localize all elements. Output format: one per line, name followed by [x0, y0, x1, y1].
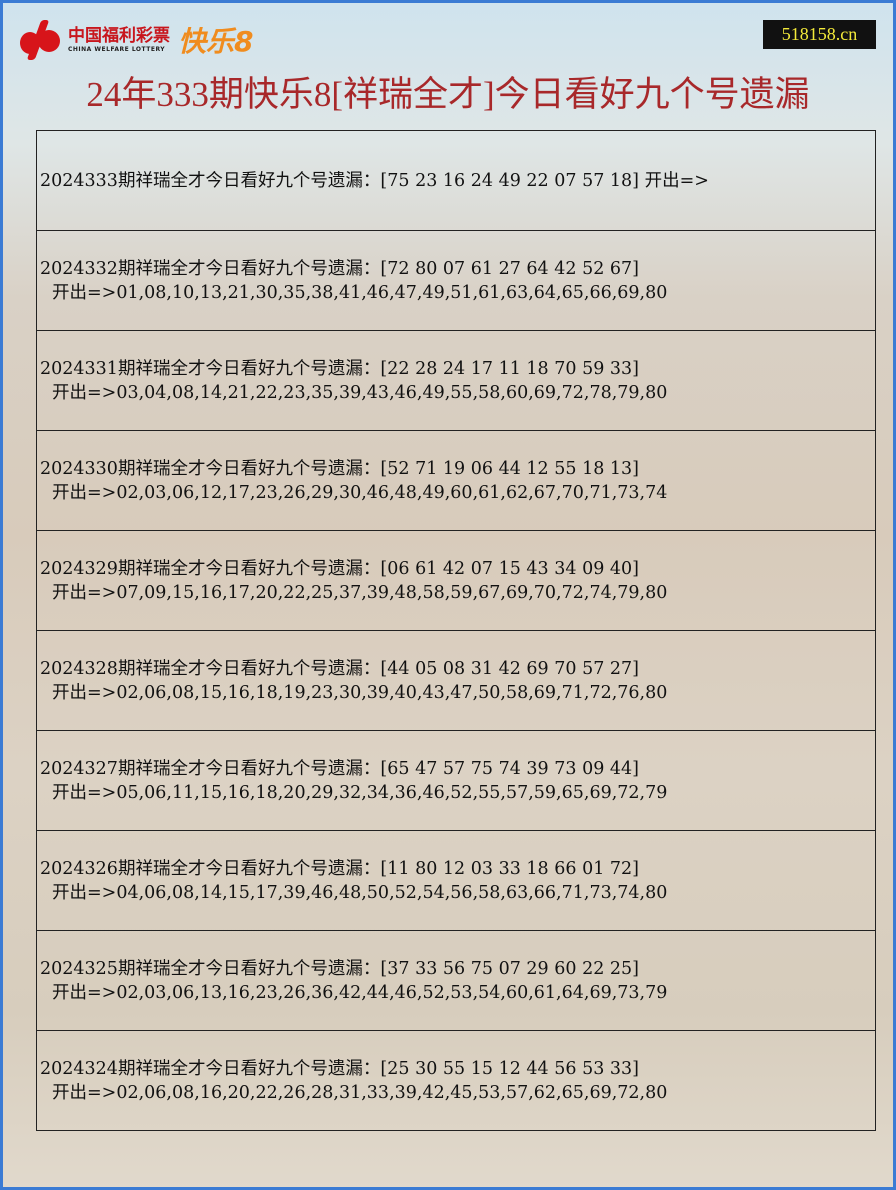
row-result: 开出=>03,04,08,14,21,22,23,35,39,43,46,49,…: [52, 382, 668, 403]
row-result: 开出=>02,06,08,15,16,18,19,23,30,39,40,43,…: [52, 682, 668, 703]
table-row: 2024329期祥瑞全才今日看好九个号遗漏：[06 61 42 07 15 43…: [37, 531, 875, 631]
row-prediction: 2024325期祥瑞全才今日看好九个号遗漏：[37 33 56 75 07 29…: [40, 958, 640, 979]
row-result: 开出=>05,06,11,15,16,18,20,29,32,34,36,46,…: [52, 782, 668, 803]
row-prediction: 2024324期祥瑞全才今日看好九个号遗漏：[25 30 55 15 12 44…: [40, 1058, 640, 1079]
row-result: 开出=>07,09,15,16,17,20,22,25,37,39,48,58,…: [52, 582, 668, 603]
row-prediction: 2024331期祥瑞全才今日看好九个号遗漏：[22 28 24 17 11 18…: [40, 358, 640, 379]
table-row: 2024328期祥瑞全才今日看好九个号遗漏：[44 05 08 31 42 69…: [37, 631, 875, 731]
row-result: 开出=>04,06,08,14,15,17,39,46,48,50,52,54,…: [52, 882, 668, 903]
row-prediction: 2024327期祥瑞全才今日看好九个号遗漏：[65 47 57 75 74 39…: [40, 758, 640, 779]
table-row: 2024333期祥瑞全才今日看好九个号遗漏：[75 23 16 24 49 22…: [37, 131, 875, 231]
table-row: 2024327期祥瑞全才今日看好九个号遗漏：[65 47 57 75 74 39…: [37, 731, 875, 831]
table-row: 2024330期祥瑞全才今日看好九个号遗漏：[52 71 19 06 44 12…: [37, 431, 875, 531]
china-welfare-lottery-logo: 中国福利彩票 CHINA WELFARE LOTTERY 快乐8: [18, 20, 253, 60]
table-row: 2024324期祥瑞全才今日看好九个号遗漏：[25 30 55 15 12 44…: [37, 1031, 875, 1130]
table-row: 2024325期祥瑞全才今日看好九个号遗漏：[37 33 56 75 07 29…: [37, 931, 875, 1031]
logo-game-text: 快乐8: [178, 25, 254, 58]
logo-cn-text: 中国福利彩票: [68, 25, 170, 46]
row-prediction: 2024329期祥瑞全才今日看好九个号遗漏：[06 61 42 07 15 43…: [40, 558, 640, 579]
row-result: 开出=>02,03,06,13,16,23,26,36,42,44,46,52,…: [52, 982, 668, 1003]
site-badge[interactable]: 518158.cn: [763, 20, 876, 49]
table-row: 2024326期祥瑞全才今日看好九个号遗漏：[11 80 12 03 33 18…: [37, 831, 875, 931]
row-prediction: 2024330期祥瑞全才今日看好九个号遗漏：[52 71 19 06 44 12…: [40, 458, 640, 479]
page-title: 24年333期快乐8[祥瑞全才]今日看好九个号遗漏: [86, 75, 810, 114]
row-prediction: 2024326期祥瑞全才今日看好九个号遗漏：[11 80 12 03 33 18…: [40, 858, 640, 879]
row-prediction: 2024333期祥瑞全才今日看好九个号遗漏：[75 23 16 24 49 22…: [40, 170, 709, 191]
row-result: 开出=>02,03,06,12,17,23,26,29,30,46,48,49,…: [52, 482, 668, 503]
row-prediction: 2024328期祥瑞全才今日看好九个号遗漏：[44 05 08 31 42 69…: [40, 658, 640, 679]
row-result: 开出=>01,08,10,13,21,30,35,38,41,46,47,49,…: [52, 282, 668, 303]
table-row: 2024332期祥瑞全才今日看好九个号遗漏：[72 80 07 61 27 64…: [37, 231, 875, 331]
draw-table: 2024333期祥瑞全才今日看好九个号遗漏：[75 23 16 24 49 22…: [36, 130, 876, 1131]
lottery-logo-icon: [18, 20, 62, 60]
row-prediction: 2024332期祥瑞全才今日看好九个号遗漏：[72 80 07 61 27 64…: [40, 258, 640, 279]
table-row: 2024331期祥瑞全才今日看好九个号遗漏：[22 28 24 17 11 18…: [37, 331, 875, 431]
logo-en-text: CHINA WELFARE LOTTERY: [68, 45, 166, 53]
row-result: 开出=>02,06,08,16,20,22,26,28,31,33,39,42,…: [52, 1082, 668, 1103]
